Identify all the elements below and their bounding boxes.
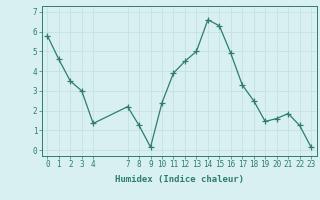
X-axis label: Humidex (Indice chaleur): Humidex (Indice chaleur) [115, 175, 244, 184]
